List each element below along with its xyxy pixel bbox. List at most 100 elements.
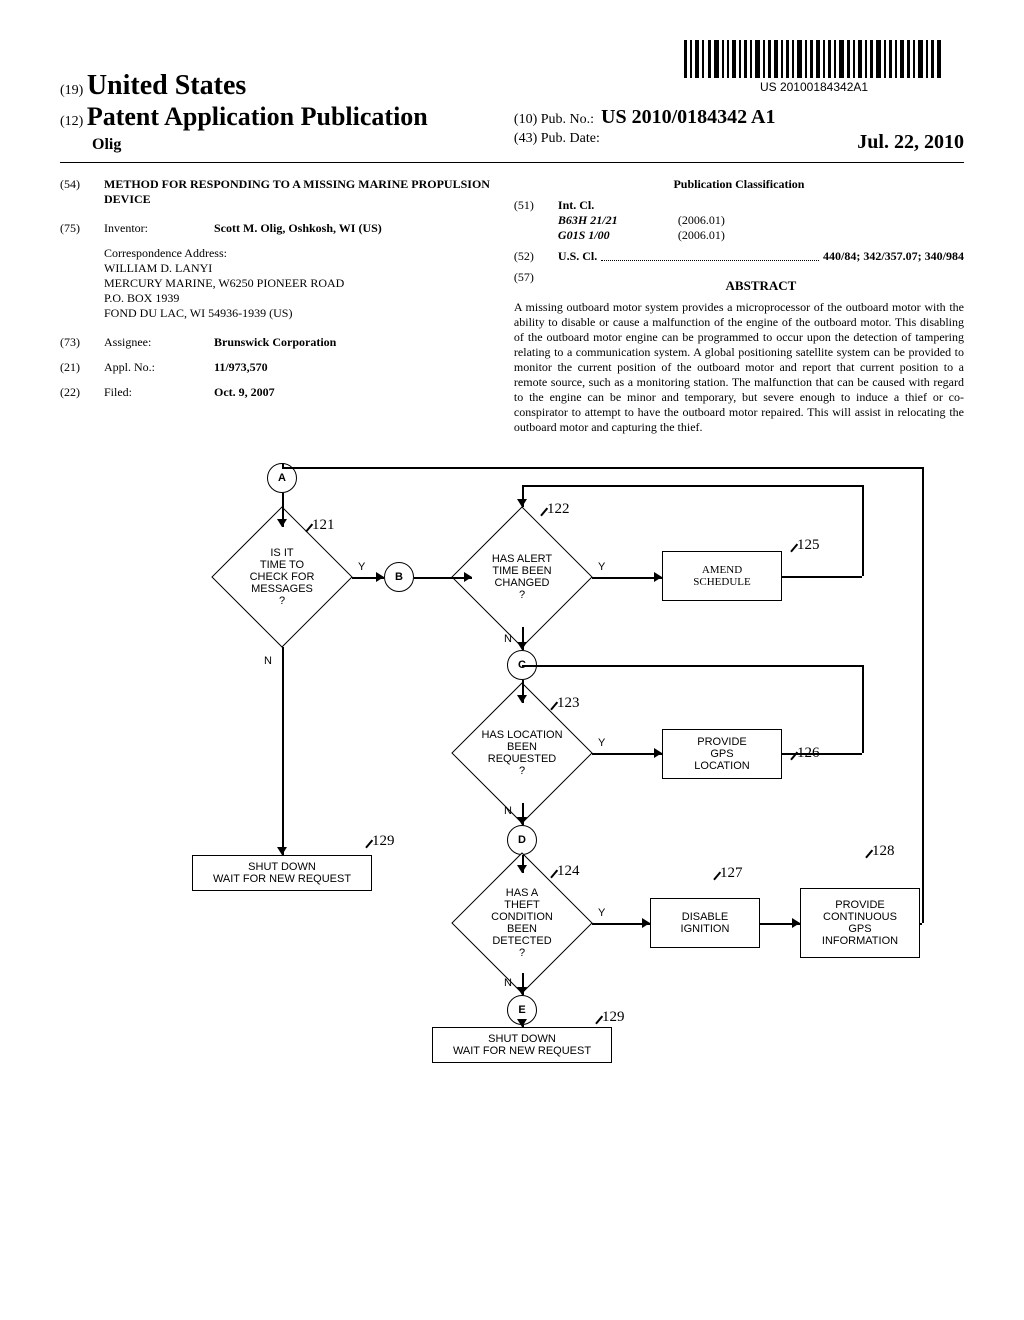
flow-edge xyxy=(782,753,862,755)
flow-node-B: B xyxy=(384,562,414,592)
pub-class-title: Publication Classification xyxy=(514,177,964,192)
flow-edge xyxy=(282,463,284,467)
code-43: (43) xyxy=(514,131,537,146)
barcode-block: US 20100184342A1 xyxy=(684,40,944,94)
flow-label: N xyxy=(504,633,512,645)
flow-arrow xyxy=(517,1019,527,1027)
intcl-0-date: (2006.01) xyxy=(678,213,725,228)
flow-node-r127: DISABLEIGNITION xyxy=(650,898,760,948)
flow-edge xyxy=(522,665,862,667)
pub-type: Patent Application Publication xyxy=(87,102,428,131)
flow-edge xyxy=(282,467,922,469)
flow-edge xyxy=(782,576,862,578)
uscl-code: (52) xyxy=(514,249,558,264)
corr-line-3: FOND DU LAC, WI 54936-1939 (US) xyxy=(104,306,494,321)
flow-arrow xyxy=(517,987,527,995)
intcl-label: Int. Cl. xyxy=(558,198,594,213)
uscl: 440/84; 342/357.07; 340/984 xyxy=(823,249,964,264)
assignee-code: (73) xyxy=(60,335,104,350)
patent-title: METHOD FOR RESPONDING TO A MISSING MARIN… xyxy=(104,177,494,207)
ref-127: 127 xyxy=(720,865,743,882)
intcl-1-code: G01S 1/00 xyxy=(558,228,678,243)
ref-129: 129 xyxy=(602,1009,625,1026)
corr-label: Correspondence Address: xyxy=(104,246,494,261)
filed: Oct. 9, 2007 xyxy=(214,385,494,400)
body-columns: (54) METHOD FOR RESPONDING TO A MISSING … xyxy=(60,177,964,435)
barcode-svg xyxy=(684,40,944,78)
flow-label: N xyxy=(504,977,512,989)
flow-edge xyxy=(922,467,924,923)
ref-129: 129 xyxy=(372,833,395,850)
abstract-text: A missing outboard motor system provides… xyxy=(514,300,964,435)
code-10: (10) xyxy=(514,112,537,127)
flow-node-r128: PROVIDECONTINUOUSGPSINFORMATION xyxy=(800,888,920,958)
inventor-code: (75) xyxy=(60,221,104,236)
flow-node-r129a: SHUT DOWNWAIT FOR NEW REQUEST xyxy=(192,855,372,891)
ref-122: 122 xyxy=(547,501,570,518)
flow-label: Y xyxy=(598,737,605,749)
corr-line-1: MERCURY MARINE, W6250 PIONEER ROAD xyxy=(104,276,494,291)
uscl-dots xyxy=(601,249,819,261)
jurisdiction: United States xyxy=(87,70,246,101)
flow-arrow xyxy=(517,817,527,825)
flow-arrow xyxy=(464,572,472,582)
flow-arrow xyxy=(517,695,527,703)
abstract-title: ABSTRACT xyxy=(558,278,964,294)
header-divider xyxy=(60,162,964,163)
author: Olig xyxy=(92,136,494,154)
flow-node-r126: PROVIDEGPSLOCATION xyxy=(662,729,782,779)
flow-edge xyxy=(592,753,662,755)
flow-edge xyxy=(862,665,864,753)
corr-line-2: P.O. BOX 1939 xyxy=(104,291,494,306)
abstract-code: (57) xyxy=(514,270,558,300)
flow-arrow xyxy=(642,918,650,928)
appl-no: 11/973,570 xyxy=(214,360,494,375)
flow-arrow xyxy=(517,499,527,507)
ref-128: 128 xyxy=(872,843,895,860)
flow-label: N xyxy=(504,805,512,817)
uscl-label: U.S. Cl. xyxy=(558,249,597,264)
filed-code: (22) xyxy=(60,385,104,400)
flow-arrow xyxy=(654,748,662,758)
appl-code: (21) xyxy=(60,360,104,375)
pub-no-label: Pub. No.: xyxy=(541,112,594,127)
assignee: Brunswick Corporation xyxy=(214,335,494,350)
code-12: (12) xyxy=(60,114,83,129)
flow-label: N xyxy=(264,655,272,667)
inventor-label: Inventor: xyxy=(104,221,214,236)
ref-124: 124 xyxy=(557,863,580,880)
ref-125: 125 xyxy=(797,537,820,554)
corr-line-0: WILLIAM D. LANYI xyxy=(104,261,494,276)
code-19: (19) xyxy=(60,83,83,98)
appl-label: Appl. No.: xyxy=(104,360,214,375)
flow-node-r129b: SHUT DOWNWAIT FOR NEW REQUEST xyxy=(432,1027,612,1063)
flow-arrow xyxy=(654,572,662,582)
ref-123: 123 xyxy=(557,695,580,712)
barcode-text: US 20100184342A1 xyxy=(684,80,944,94)
flow-edge xyxy=(522,485,862,487)
intcl-0-code: B63H 21/21 xyxy=(558,213,678,228)
flow-edge xyxy=(592,577,662,579)
flow-label: Y xyxy=(598,561,605,573)
intcl-1-date: (2006.01) xyxy=(678,228,725,243)
intcl-code: (51) xyxy=(514,198,558,213)
flow-arrow xyxy=(277,519,287,527)
inventor: Scott M. Olig, Oshkosh, WI (US) xyxy=(214,221,494,236)
pub-date: Jul. 22, 2010 xyxy=(857,131,964,154)
flow-label: Y xyxy=(598,907,605,919)
filed-label: Filed: xyxy=(104,385,214,400)
flow-arrow xyxy=(376,572,384,582)
flow-edge xyxy=(282,647,284,855)
pub-no: US 2010/0184342 A1 xyxy=(601,106,775,128)
pub-date-label: Pub. Date: xyxy=(541,131,600,146)
assignee-label: Assignee: xyxy=(104,335,214,350)
title-code: (54) xyxy=(60,177,104,207)
flow-node-D: D xyxy=(507,825,537,855)
flow-arrow xyxy=(792,918,800,928)
flow-edge xyxy=(920,923,922,925)
flow-arrow xyxy=(277,847,287,855)
flow-edge xyxy=(522,627,524,650)
flow-label: Y xyxy=(358,561,365,573)
flow-arrow xyxy=(517,865,527,873)
flow-edge xyxy=(862,485,864,576)
